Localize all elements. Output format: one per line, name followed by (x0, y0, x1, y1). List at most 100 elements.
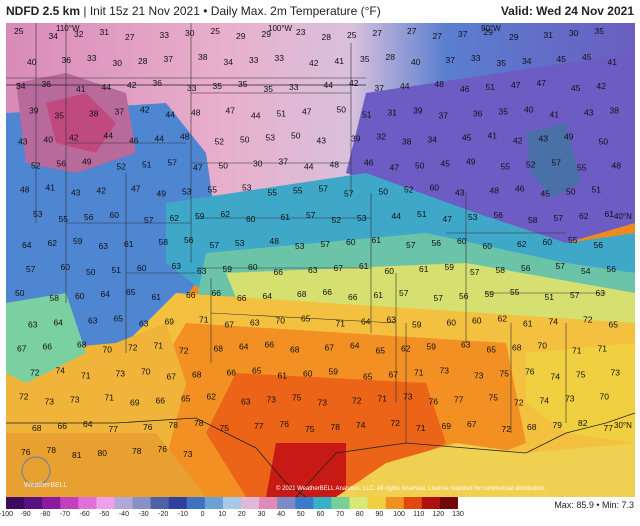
temperature-value: 55 (268, 188, 278, 198)
temperature-value: 33 (87, 53, 97, 63)
temperature-value: 73 (565, 394, 575, 404)
temperature-value: 51 (545, 292, 555, 302)
temperature-value: 33 (471, 53, 481, 63)
temperature-value: 43 (539, 134, 549, 144)
temperature-value: 33 (275, 53, 285, 63)
temperature-value: 37 (279, 157, 289, 167)
temperature-value: 34 (522, 56, 532, 66)
temperature-value: 55 (510, 287, 520, 297)
temperature-value: 55 (293, 186, 303, 196)
temperature-value: 40 (411, 57, 421, 67)
color-scale-segment (60, 497, 79, 509)
lon-label: 90°W (481, 24, 501, 33)
temperature-value: 39 (29, 105, 39, 115)
temperature-value: 46 (129, 136, 139, 146)
scale-tick-label: -70 (59, 511, 71, 518)
temperature-value: 65 (252, 366, 262, 376)
copyright-notice: © 2021 WeatherBELL Analytics, LLC. All r… (276, 486, 546, 492)
color-scale-segment (367, 497, 387, 509)
temperature-value: 53 (33, 209, 43, 219)
cold-peak-area (46, 93, 116, 153)
temperature-value: 66 (348, 292, 358, 302)
temperature-value: 50 (86, 267, 96, 277)
color-scale-segment (385, 497, 405, 509)
temperature-value: 28 (138, 56, 148, 66)
temperature-value: 45 (582, 52, 592, 62)
temperature-value: 57 (344, 189, 354, 199)
temperature-value: 51 (486, 82, 496, 92)
temperature-value: 34 (16, 81, 26, 91)
temperature-value: 48 (490, 186, 500, 196)
temperature-value: 47 (131, 184, 141, 194)
scale-tick-label: 60 (316, 511, 325, 518)
temperature-value: 47 (390, 163, 400, 173)
temperature-value: 64 (263, 291, 273, 301)
temperature-value: 71 (414, 368, 424, 378)
temperature-value: 59 (329, 367, 339, 377)
temperature-value: 44 (251, 110, 261, 120)
temperature-value: 57 (570, 290, 580, 300)
logo-text: WeatherBELL (24, 482, 68, 489)
temperature-value: 60 (385, 266, 395, 276)
temperature-value: 72 (583, 314, 593, 324)
temperature-value: 73 (116, 369, 126, 379)
temperature-value: 46 (515, 184, 525, 194)
temperature-value: 71 (416, 423, 426, 433)
color-scale-segment (331, 497, 351, 509)
temperature-value: 60 (246, 214, 256, 224)
temperature-value: 50 (219, 161, 229, 171)
color-scale-segment (259, 497, 278, 509)
temperature-value: 29 (484, 27, 494, 37)
temperature-value: 47 (443, 214, 453, 224)
temperature-value: 70 (103, 344, 113, 354)
temperature-value: 64 (239, 341, 249, 351)
temperature-value: 74 (540, 396, 550, 406)
temperature-value: 37 (164, 54, 174, 64)
temperature-value: 65 (376, 345, 386, 355)
temperature-value: 67 (389, 370, 399, 380)
temperature-value: 60 (543, 237, 553, 247)
temperature-value: 27 (407, 26, 417, 36)
temperature-value: 67 (167, 372, 177, 382)
temperature-value: 63 (197, 266, 207, 276)
temperature-value: 57 (168, 158, 178, 168)
temperature-value: 63 (99, 241, 109, 251)
temperature-value: 72 (19, 392, 29, 402)
scale-tick-label: -90 (20, 511, 31, 518)
color-scale-bar (6, 497, 458, 509)
temperature-value: 42 (69, 133, 79, 143)
temperature-value: 57 (556, 261, 566, 271)
temperature-value: 33 (160, 30, 170, 40)
temperature-value: 63 (241, 397, 251, 407)
temperature-value: 45 (571, 83, 581, 93)
temperature-value: 72 (128, 342, 138, 352)
temperature-value: 44 (166, 109, 176, 119)
temperature-value: 61 (278, 371, 288, 381)
temperature-value: 61 (372, 235, 382, 245)
temperature-value: 30 (253, 159, 263, 169)
temperature-value: 47 (302, 106, 312, 116)
temperature-value: 62 (221, 209, 231, 219)
temperature-value: 73 (183, 449, 193, 459)
scale-tick-label: 50 (296, 511, 305, 518)
temperature-value: 56 (184, 235, 194, 245)
temperature-value: 69 (442, 421, 452, 431)
temperature-value: 66 (265, 339, 275, 349)
temperature-value: 38 (89, 108, 99, 118)
temperature-value: 70 (600, 392, 610, 402)
temperature-value: 56 (459, 291, 469, 301)
temperature-value: 71 (105, 393, 115, 403)
temperature-value: 35 (497, 58, 507, 68)
temperature-value: 41 (335, 56, 345, 66)
temperature-value: 31 (100, 27, 110, 37)
temperature-value: 41 (46, 183, 56, 193)
scale-tick-label: 70 (336, 511, 344, 518)
temperature-value: 63 (461, 339, 471, 349)
temperature-value: 31 (388, 107, 398, 117)
max-min-stats: Max: 85.9 • Min: 7.3 (554, 500, 634, 510)
temperature-value: 29 (236, 31, 246, 41)
temperature-value: 54 (581, 266, 591, 276)
temperature-value: 57 (406, 240, 416, 250)
temperature-value: 30 (113, 58, 123, 68)
temperature-value: 76 (143, 422, 153, 432)
